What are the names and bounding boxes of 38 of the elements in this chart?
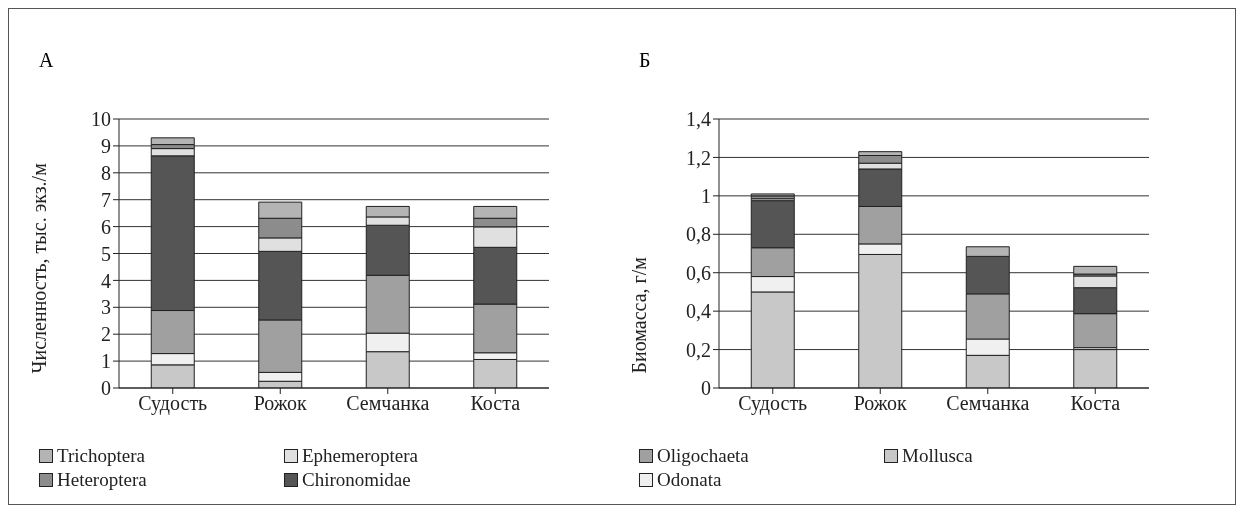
y-tick-label: 2: [101, 323, 111, 346]
x-tick-label: Рожок: [253, 392, 308, 415]
y-tick-label: 7: [101, 188, 111, 211]
y-tick-label: 0,8: [686, 223, 711, 246]
x-tick-label: Коста: [1070, 392, 1121, 415]
y-tick-label: 0,6: [686, 261, 711, 284]
y-tick-label: 0: [701, 377, 711, 400]
legend-label: Ephemeroptera: [302, 445, 419, 467]
y-tick-label: 8: [101, 161, 111, 184]
y-tick-label: 6: [101, 215, 111, 238]
x-tick-label: Семчанка: [946, 392, 1030, 415]
y-tick-label: 0,4: [686, 300, 711, 323]
y-axis-title: Биомасса, г/м: [628, 256, 651, 374]
legend-label: Mollusca: [902, 445, 973, 467]
x-tick-label: Коста: [470, 392, 521, 415]
x-tick-label: Рожок: [853, 392, 908, 415]
legend-label: Chironomidae: [302, 469, 411, 491]
y-tick-label: 1: [101, 350, 111, 373]
x-tick-label: Судость: [738, 392, 808, 416]
legend-label: Odonata: [657, 469, 722, 491]
y-tick-label: 0: [101, 377, 111, 400]
y-tick-label: 5: [101, 242, 111, 265]
y-axis-title: Численность, тыс. экз./м: [28, 162, 51, 374]
y-tick-label: 9: [101, 135, 111, 157]
y-tick-label: 4: [101, 269, 111, 292]
legend-label: Trichoptera: [57, 445, 145, 467]
x-tick-label: Семчанка: [346, 392, 430, 415]
chart-title: Б: [639, 49, 651, 72]
x-tick-label: Судость: [138, 392, 208, 416]
y-tick-label: 1,2: [686, 146, 711, 169]
chart-title: А: [39, 49, 54, 72]
y-tick-label: 3: [101, 296, 111, 319]
y-tick-label: 0,2: [686, 338, 711, 361]
y-tick-label: 10: [91, 108, 111, 131]
legend-label: Oligochaeta: [657, 445, 749, 467]
y-tick-label: 1,4: [686, 108, 711, 131]
y-tick-label: 1: [701, 184, 711, 207]
legend-label: Heteroptera: [57, 469, 147, 491]
